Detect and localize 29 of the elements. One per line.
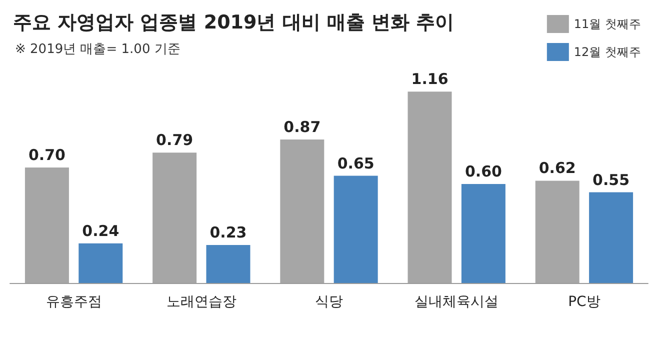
x-tick-label: 식당: [315, 294, 343, 310]
chart-subtitle: ※ 2019년 매출= 1.00 기준: [15, 42, 180, 57]
bar: [461, 184, 506, 283]
legend-label: 12월 첫째주: [574, 45, 642, 59]
x-tick-label: 실내체육시설: [414, 294, 499, 310]
bar: [589, 192, 634, 283]
bar: [152, 152, 197, 283]
legend-label: 11월 첫째주: [574, 17, 642, 31]
x-tick-label: 노래연습장: [166, 294, 236, 310]
x-tick-label: PC방: [568, 294, 600, 310]
bar: [78, 243, 123, 283]
data-label: 0.24: [82, 222, 120, 240]
data-label: 0.55: [592, 170, 630, 189]
bar: [280, 139, 324, 283]
x-tick-label: 유흥주점: [46, 294, 102, 310]
data-label: 0.70: [28, 146, 66, 164]
bar: [334, 176, 378, 283]
data-label: 0.23: [210, 224, 247, 242]
data-label: 0.60: [464, 162, 502, 180]
data-label: 0.87: [284, 118, 321, 136]
data-label: 1.16: [411, 70, 448, 88]
data-label: 0.62: [538, 159, 576, 178]
data-label: 0.65: [337, 154, 374, 172]
bar: [24, 168, 69, 283]
data-label: 0.79: [156, 131, 194, 150]
bar: [206, 245, 250, 283]
bar: [408, 92, 452, 283]
bar: [535, 180, 580, 283]
chart-title: 주요 자영업자 업종별 2019년 대비 매출 변화 추이: [13, 12, 454, 34]
